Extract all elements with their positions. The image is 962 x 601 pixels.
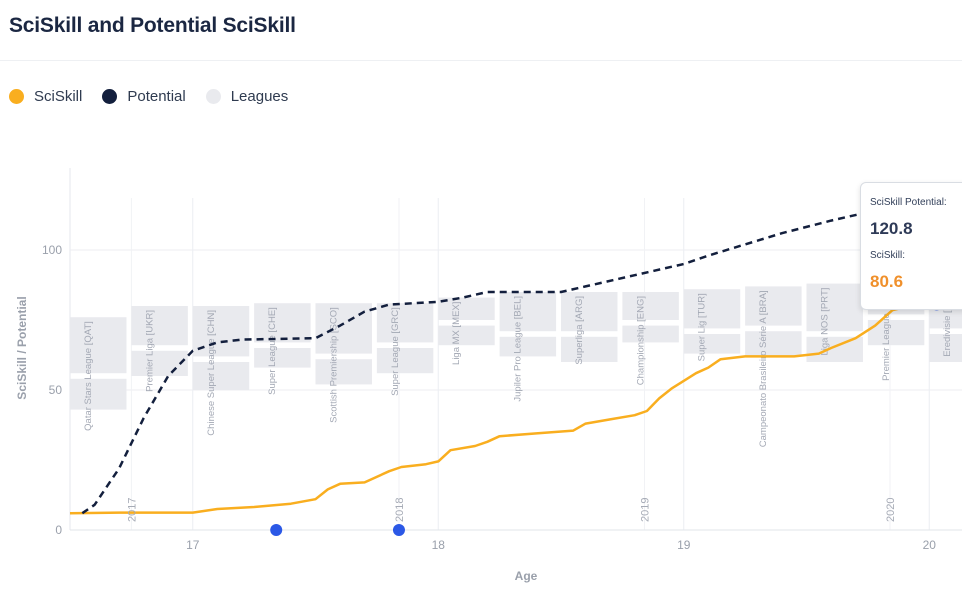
tooltip-potential-label: SciSkill Potential: — [870, 197, 947, 208]
legend-item-potential[interactable]: Potential — [102, 88, 186, 105]
year-marker-label: 2019 — [639, 498, 651, 522]
data-marker-1[interactable] — [392, 524, 405, 536]
legend-swatch-potential — [102, 89, 118, 104]
y-tick-label: 50 — [49, 383, 63, 397]
league-label: Super Lig [TUR] — [697, 293, 708, 361]
league-label: Championship [ENG] — [635, 296, 646, 385]
x-tick-label: 19 — [677, 538, 691, 552]
legend-label-sciskill: SciSkill — [34, 88, 83, 105]
league-box-7-1 — [499, 292, 557, 332]
league-box-9-0 — [622, 325, 679, 343]
year-marker-label: 2017 — [126, 498, 138, 522]
league-label: Qatar Stars League [QAT] — [83, 321, 94, 431]
y-tick-label: 100 — [42, 243, 62, 257]
league-box-4-0 — [315, 359, 372, 385]
title-divider — [0, 60, 962, 61]
tooltip-sciskill-value: 80.6 — [870, 272, 904, 291]
tooltip: SciSkill Potential: 120.8 SciSkill: 80.6 — [860, 182, 962, 310]
year-marker-label: 2020 — [885, 498, 897, 522]
league-box-12-0 — [806, 336, 863, 362]
league-box-2-0 — [192, 362, 250, 390]
league-box-1-1 — [131, 306, 188, 346]
y-tick-label: 0 — [55, 523, 62, 537]
legend: SciSkill Potential Leagues — [9, 88, 308, 105]
chart-title: SciSkill and Potential SciSkill — [9, 14, 296, 37]
legend-label-leagues: Leagues — [230, 88, 289, 105]
league-label: Liga MX [MEX] — [451, 302, 462, 365]
league-label: Campeonato Brasileiro Série A [BRA] — [758, 290, 769, 447]
league-box-10-1 — [683, 289, 741, 329]
league-label: Liga NOS [PRT] — [820, 288, 831, 356]
league-box-3-1 — [254, 303, 311, 343]
league-box-7-0 — [499, 336, 557, 357]
league-box-8-1 — [561, 292, 618, 332]
league-box-6-0 — [438, 325, 495, 346]
legend-swatch-leagues — [205, 89, 221, 104]
league-box-12-1 — [806, 283, 863, 332]
league-label: Superliga [ARG] — [574, 296, 585, 365]
x-tick-label: 20 — [923, 538, 937, 552]
league-box-0-0 — [70, 378, 127, 410]
series-line-potential[interactable] — [81, 190, 938, 515]
year-marker-label: 2018 — [394, 498, 406, 522]
league-label: Super League [CHE] — [267, 307, 278, 395]
league-label: Jupiler Pro League [BEL] — [513, 296, 524, 402]
league-box-5-0 — [376, 348, 434, 374]
league-box-1-0 — [131, 350, 188, 376]
tooltip-sciskill-label: SciSkill: — [870, 250, 906, 261]
tooltip-potential-value: 120.8 — [870, 219, 913, 238]
league-box-9-1 — [622, 292, 679, 320]
league-box-3-0 — [254, 348, 311, 368]
league-label: Chinese Super League [CHN] — [206, 310, 217, 436]
league-box-4-1 — [315, 303, 372, 354]
legend-swatch-sciskill — [9, 89, 24, 104]
league-box-0-1 — [70, 317, 127, 374]
legend-label-potential: Potential — [127, 88, 186, 105]
x-tick-label: 17 — [186, 538, 200, 552]
x-tick-label: 18 — [432, 538, 446, 552]
league-label: Premier League [ENG] — [881, 285, 892, 381]
league-label: Super League [GRC] — [390, 307, 401, 396]
legend-item-leagues[interactable]: Leagues — [205, 88, 289, 105]
league-label: Scottish Premiership [SCO] — [329, 307, 340, 423]
series-line-sciskill[interactable] — [69, 303, 962, 515]
legend-item-sciskill[interactable]: SciSkill — [9, 88, 82, 105]
x-axis-title: Age — [515, 569, 538, 583]
league-box-6-1 — [438, 297, 495, 320]
league-box-14-0 — [929, 334, 962, 362]
league-box-11-0 — [745, 331, 802, 357]
data-marker-0[interactable] — [270, 524, 283, 536]
league-label: Premier Liga [UKR] — [144, 310, 155, 392]
league-box-10-0 — [683, 334, 741, 354]
league-label: Eredivisie [NED] — [942, 288, 953, 357]
league-box-11-1 — [745, 286, 802, 326]
league-box-5-1 — [376, 303, 434, 343]
league-box-8-0 — [561, 336, 618, 362]
y-axis-title: SciSkill / Potential — [15, 296, 29, 399]
